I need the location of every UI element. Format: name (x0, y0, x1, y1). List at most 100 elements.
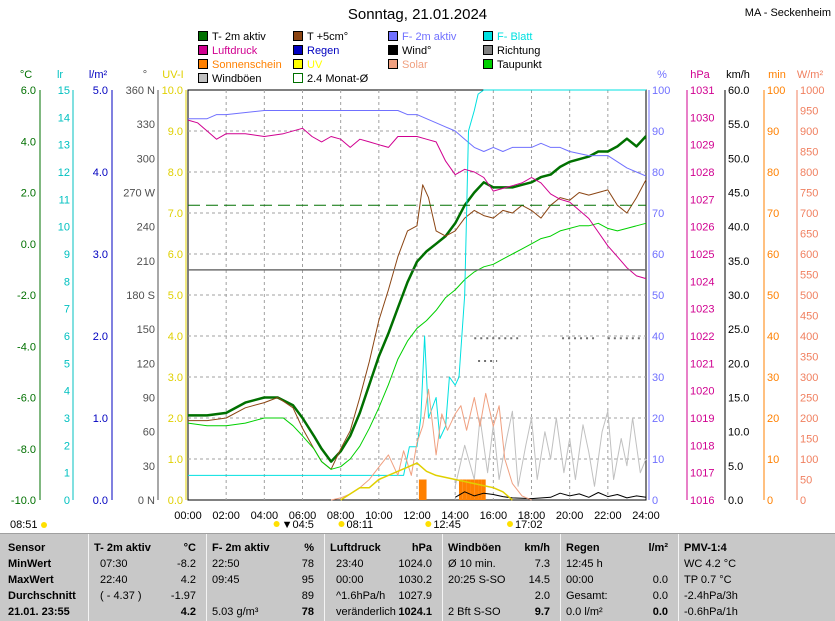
x-tick-label: 06:00 (289, 510, 317, 522)
table-cell-value: 0.0 (652, 590, 668, 602)
legend-item: Regen (293, 45, 339, 57)
tick-label-rain: 2.0 (93, 331, 108, 343)
series-line (187, 119, 647, 280)
tick-label-direction: 210 (137, 256, 155, 268)
tick-label-humidity: 10 (652, 454, 664, 466)
table-cell-label: 07:30 (100, 558, 128, 570)
sunshine-bar (458, 479, 463, 500)
table-separator (442, 534, 443, 621)
tick-label-sunshine: 100 (767, 85, 785, 97)
legend-swatch (198, 31, 208, 41)
tick-label-wind: 0.0 (728, 495, 743, 507)
tick-label-humidity: 90 (652, 126, 664, 138)
table-cell-label: veränderlich (336, 606, 396, 618)
legend-item: Richtung (483, 45, 540, 57)
tick-label-pressure: 1023 (690, 304, 714, 316)
table-header: Regen (566, 542, 600, 554)
table-cell-value: 1027.9 (398, 590, 432, 602)
tick-label-uv: 6.0 (168, 249, 183, 261)
tick-label-solar: 450 (800, 311, 818, 323)
tick-label-rain_ir: 6 (64, 331, 70, 343)
axis-unit-direction: ° (143, 69, 147, 81)
tick-label-solar: 0 (800, 495, 806, 507)
tick-label-pressure: 1029 (690, 140, 714, 152)
tick-label-wind: 20.0 (728, 358, 749, 370)
table-cell: TP 0.7 °C (684, 574, 732, 586)
tick-label-uv: 7.0 (168, 208, 183, 220)
tick-label-rain: 4.0 (93, 167, 108, 179)
tick-label-solar: 50 (800, 475, 812, 487)
tick-label-direction: 0 N (138, 495, 155, 507)
tick-label-solar: 300 (800, 372, 818, 384)
x-tick-label: 00:00 (174, 510, 202, 522)
tick-label-solar: 250 (800, 393, 818, 405)
tick-label-sunshine: 0 (767, 495, 773, 507)
tick-label-direction: 300 (137, 153, 155, 165)
tick-label-uv: 10.0 (162, 85, 183, 97)
tick-label-solar: 900 (800, 126, 818, 138)
legend-swatch (483, 45, 493, 55)
tick-label-sunshine: 20 (767, 413, 779, 425)
tick-label-rain_ir: 5 (64, 358, 70, 370)
axis-unit-pressure: hPa (690, 69, 710, 81)
legend-swatch (388, 31, 398, 41)
tick-label-solar: 350 (800, 352, 818, 364)
tick-label-wind: 60.0 (728, 85, 749, 97)
sunshine-bar (466, 479, 471, 500)
tick-label-uv: 1.0 (168, 454, 183, 466)
tick-label-wind: 5.0 (728, 461, 743, 473)
tick-label-pressure: 1030 (690, 112, 714, 124)
legend-label: UV (307, 59, 323, 71)
axis-unit-rain: l/m² (89, 69, 108, 81)
legend-swatch (293, 31, 303, 41)
tick-label-pressure: 1020 (690, 386, 714, 398)
tick-label-temp: 4.0 (21, 136, 36, 148)
tick-label-wind: 55.0 (728, 119, 749, 131)
table-unit: hPa (411, 542, 432, 554)
sunshine-bar (474, 479, 479, 500)
table-cell-label: 20:25 S-SO (448, 574, 506, 586)
table-cell-label: Ø 10 min. (448, 558, 496, 570)
tick-label-solar: 400 (800, 331, 818, 343)
tick-label-pressure: 1026 (690, 222, 714, 234)
legend-label: Sonnenschein (212, 59, 282, 71)
series-line (454, 491, 647, 500)
tick-label-humidity: 0 (652, 495, 658, 507)
table-cell-label: 12:45 h (566, 558, 603, 570)
tick-label-temp: 0.0 (21, 239, 36, 251)
series-line (340, 462, 513, 501)
tick-label-solar: 750 (800, 188, 818, 200)
table-cell-label: 23:40 (336, 558, 364, 570)
tick-label-solar: 800 (800, 167, 818, 179)
tick-label-rain_ir: 15 (58, 85, 70, 97)
table-cell: 21.01. 23:55 (8, 606, 70, 618)
x-tick-label: 10:00 (365, 510, 393, 522)
tick-label-direction: 270 W (123, 188, 155, 200)
legend-item: Solar (388, 59, 428, 71)
table-cell-label: 22:50 (212, 558, 240, 570)
tick-label-uv: 4.0 (168, 331, 183, 343)
table-separator (206, 534, 207, 621)
tick-label-solar: 850 (800, 147, 818, 159)
table-cell-value: 0.0 (652, 574, 668, 586)
legend-item: 2.4 Monat-Ø (293, 73, 368, 85)
table-header: Luftdruck (330, 542, 381, 554)
axis-unit-rain_ir: lr (57, 69, 63, 81)
tick-label-rain_ir: 7 (64, 304, 70, 316)
table-separator (88, 534, 89, 621)
table-cell-value: 9.7 (534, 606, 550, 618)
legend-item: Sonnenschein (198, 59, 282, 71)
table-cell-label: 00:00 (566, 574, 594, 586)
tick-label-rain_ir: 8 (64, 276, 70, 288)
legend-label: 2.4 Monat-Ø (307, 73, 369, 85)
series-line (454, 410, 647, 487)
tick-label-pressure: 1021 (690, 358, 714, 370)
tick-label-uv: 5.0 (168, 290, 183, 302)
legend-item: Luftdruck (198, 45, 257, 57)
tick-label-rain_ir: 11 (59, 194, 70, 206)
tick-label-humidity: 20 (652, 413, 664, 425)
tick-label-direction: 360 N (126, 85, 155, 97)
legend-item: T- 2m aktiv (198, 31, 266, 43)
tick-label-pressure: 1017 (690, 468, 714, 480)
tick-label-temp: -2.0 (17, 290, 36, 302)
